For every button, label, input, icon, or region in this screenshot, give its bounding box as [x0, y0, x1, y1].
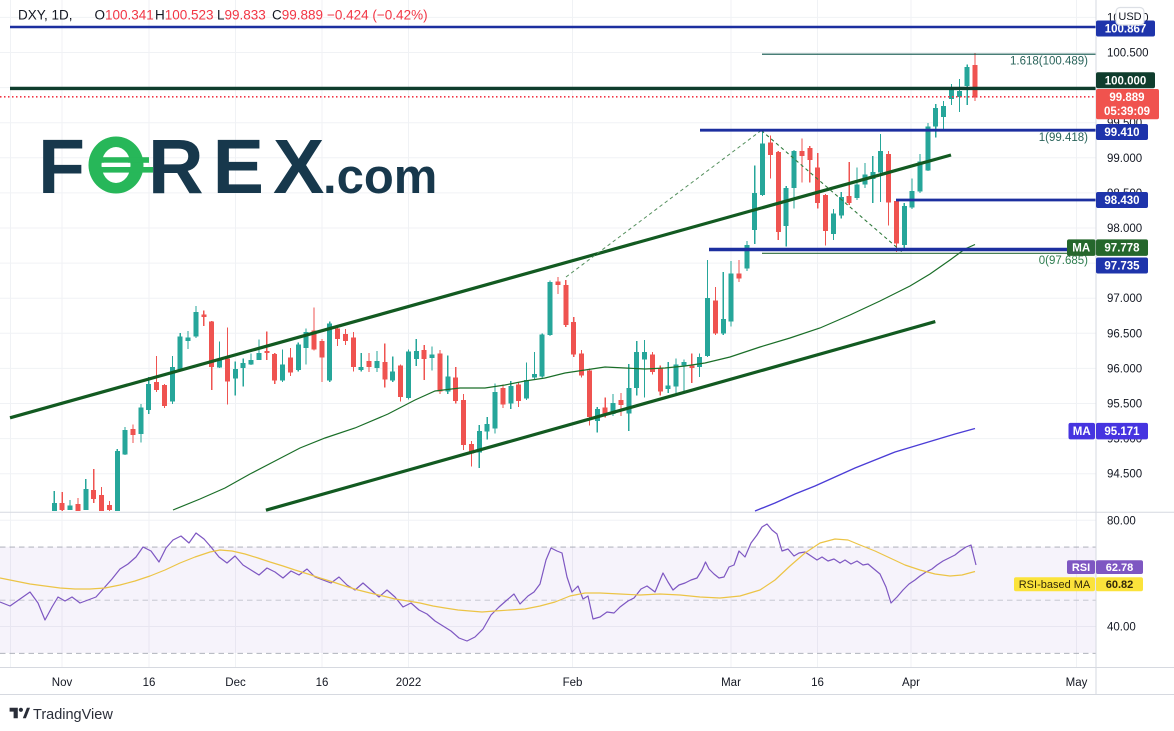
svg-text:0(97.685): 0(97.685) [1039, 255, 1088, 267]
svg-text:USD: USD [1118, 11, 1141, 23]
svg-text:96.000: 96.000 [1107, 363, 1142, 375]
svg-text:.com: .com [323, 150, 437, 204]
svg-text:Apr: Apr [902, 677, 920, 689]
svg-text:99.410: 99.410 [1104, 127, 1139, 139]
svg-text:H100.523: H100.523 [155, 8, 214, 23]
svg-text:O100.341: O100.341 [95, 8, 154, 23]
svg-text:−0.424 (−0.42%): −0.424 (−0.42%) [327, 8, 428, 23]
svg-text:62.78: 62.78 [1106, 562, 1134, 574]
svg-text:40.00: 40.00 [1107, 622, 1136, 634]
svg-text:May: May [1066, 677, 1088, 689]
svg-text:97.000: 97.000 [1107, 293, 1142, 305]
svg-text:100.500: 100.500 [1107, 48, 1149, 60]
svg-text:RSI-based MA: RSI-based MA [1019, 579, 1091, 591]
svg-text:05:39:09: 05:39:09 [1104, 106, 1150, 118]
svg-text:60.82: 60.82 [1106, 579, 1134, 591]
svg-text:97.735: 97.735 [1104, 261, 1140, 273]
svg-text:2022: 2022 [396, 677, 422, 689]
svg-text:Mar: Mar [721, 677, 741, 689]
svg-text:Dec: Dec [225, 677, 246, 689]
svg-text:Nov: Nov [52, 677, 73, 689]
svg-text:F: F [38, 124, 83, 210]
svg-text:94.500: 94.500 [1107, 469, 1142, 481]
svg-text:L99.833: L99.833 [217, 8, 266, 23]
svg-text:98.430: 98.430 [1104, 195, 1139, 207]
svg-text:MA: MA [1072, 243, 1090, 255]
svg-text:16: 16 [316, 677, 329, 689]
svg-text:TradingView: TradingView [33, 707, 113, 723]
svg-text:99.000: 99.000 [1107, 153, 1142, 165]
svg-text:97.778: 97.778 [1104, 243, 1140, 255]
svg-text:C99.889: C99.889 [272, 8, 323, 23]
svg-text:98.000: 98.000 [1107, 223, 1142, 235]
svg-text:16: 16 [811, 677, 824, 689]
svg-text:Feb: Feb [563, 677, 583, 689]
svg-text:RSI: RSI [1072, 562, 1090, 574]
svg-text:16: 16 [143, 677, 156, 689]
svg-text:99.889: 99.889 [1109, 92, 1144, 104]
svg-text:96.500: 96.500 [1107, 328, 1142, 340]
svg-text:MA: MA [1073, 426, 1091, 438]
svg-text:1(99.418): 1(99.418) [1039, 132, 1088, 144]
svg-text:95.171: 95.171 [1104, 426, 1140, 438]
svg-text:80.00: 80.00 [1107, 515, 1136, 527]
svg-text:DXY, 1D,: DXY, 1D, [18, 8, 73, 23]
svg-text:1.618(100.489): 1.618(100.489) [1010, 56, 1088, 68]
svg-text:100.867: 100.867 [1105, 24, 1147, 36]
svg-text:100.000: 100.000 [1105, 75, 1147, 87]
svg-text:95.500: 95.500 [1107, 399, 1142, 411]
svg-text:REX: REX [148, 124, 333, 210]
